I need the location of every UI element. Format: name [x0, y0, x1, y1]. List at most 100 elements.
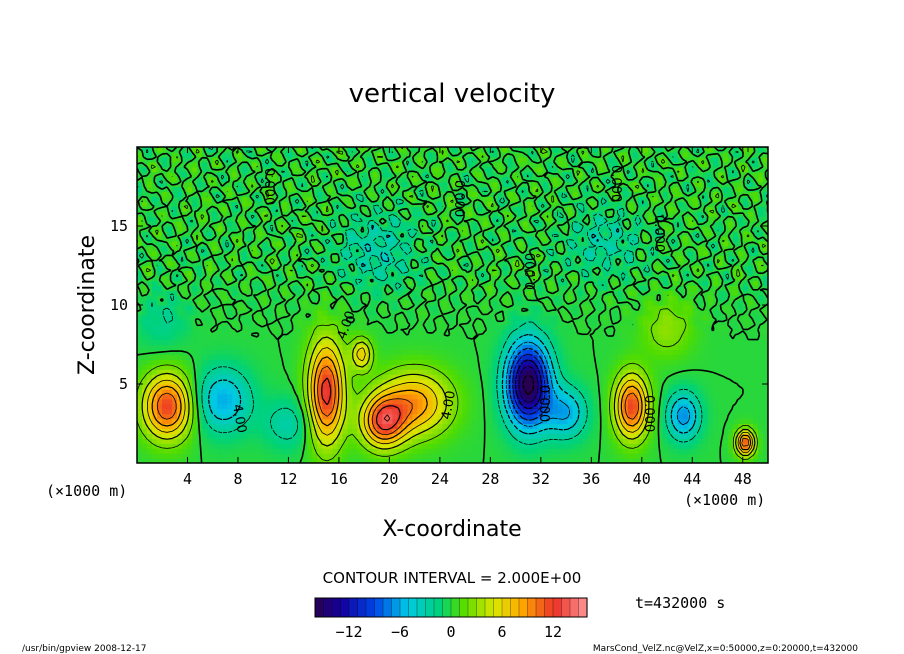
- field-cell: [712, 453, 719, 459]
- field-cell: [292, 339, 298, 346]
- field-cell: [602, 270, 609, 276]
- field-cell: [732, 329, 739, 336]
- field-cell: [552, 379, 559, 385]
- field-cell: [737, 319, 744, 326]
- field-cell: [642, 324, 649, 331]
- field-cell: [582, 334, 589, 341]
- field-cell: [572, 339, 579, 346]
- field-cell: [297, 413, 303, 420]
- field-cell: [572, 423, 579, 430]
- field-cell: [157, 309, 163, 316]
- field-cell: [317, 369, 323, 375]
- field-cell: [602, 413, 609, 420]
- field-cell: [762, 295, 768, 301]
- field-cell: [282, 364, 288, 370]
- field-cell: [282, 384, 288, 390]
- field-cell: [472, 265, 479, 272]
- field-cell: [172, 354, 178, 360]
- field-cell: [407, 314, 414, 321]
- field-cell: [572, 374, 579, 380]
- field-cell: [307, 334, 313, 341]
- field-cell: [367, 438, 373, 444]
- field-cell: [512, 428, 519, 434]
- field-cell: [322, 290, 328, 296]
- field-cell: [382, 408, 388, 415]
- field-cell: [622, 309, 629, 316]
- field-cell: [712, 413, 719, 420]
- field-cell: [377, 349, 383, 355]
- field-cell: [357, 359, 363, 365]
- field-cell: [372, 418, 378, 425]
- field-cell: [662, 428, 669, 434]
- field-cell: [477, 319, 484, 326]
- field-cell: [732, 433, 739, 439]
- field-cell: [622, 428, 629, 434]
- field-cell: [267, 309, 273, 316]
- field-cell: [292, 369, 298, 375]
- field-cell: [147, 443, 153, 449]
- field-cell: [647, 453, 654, 459]
- field-cell: [357, 334, 363, 341]
- field-cell: [617, 334, 624, 341]
- field-cell: [582, 319, 589, 326]
- field-cell: [417, 453, 424, 459]
- field-cell: [187, 314, 193, 321]
- field-cell: [612, 453, 619, 459]
- field-cell: [677, 354, 684, 360]
- field-cell: [607, 285, 614, 291]
- field-cell: [332, 265, 338, 272]
- field-cell: [182, 305, 188, 311]
- field-cell: [297, 423, 303, 430]
- field-cell: [292, 428, 298, 434]
- field-cell: [632, 388, 639, 395]
- field-cell: [287, 438, 293, 444]
- field-cell: [152, 453, 158, 459]
- field-cell: [327, 428, 333, 434]
- field-cell: [202, 300, 208, 306]
- field-cell: [582, 428, 589, 434]
- field-cell: [342, 384, 348, 390]
- field-cell: [757, 384, 764, 390]
- field-cell: [212, 384, 218, 390]
- field-cell: [372, 329, 378, 336]
- field-cell: [597, 369, 604, 375]
- field-cell: [492, 438, 499, 444]
- field-cell: [532, 265, 539, 272]
- field-cell: [652, 388, 659, 395]
- field-cell: [192, 448, 198, 454]
- field-cell: [547, 295, 554, 301]
- field-cell: [522, 319, 529, 326]
- field-cell: [612, 314, 619, 321]
- field-cell: [522, 265, 529, 272]
- field-cell: [502, 344, 509, 351]
- field-cell: [202, 458, 208, 463]
- field-cell: [142, 334, 148, 341]
- field-cell: [277, 374, 283, 380]
- field-cell: [237, 354, 243, 360]
- field-cell: [567, 329, 574, 336]
- field-cell: [232, 393, 238, 400]
- field-cell: [692, 448, 699, 454]
- field-cell: [707, 379, 714, 385]
- field-cell: [732, 300, 739, 306]
- field-cell: [747, 270, 754, 276]
- field-cell: [337, 305, 343, 311]
- field-cell: [352, 305, 358, 311]
- field-cell: [202, 384, 208, 390]
- field-cell: [142, 270, 148, 276]
- field-cell: [272, 275, 278, 281]
- field-cell: [317, 290, 323, 296]
- field-cell: [422, 438, 429, 444]
- field-cell: [582, 344, 589, 351]
- field-cell: [412, 448, 419, 454]
- field-cell: [657, 438, 664, 444]
- field-cell: [637, 448, 644, 454]
- field-cell: [582, 329, 589, 336]
- field-cell: [187, 364, 193, 370]
- field-cell: [212, 453, 218, 459]
- field-cell: [762, 309, 768, 316]
- field-cell: [612, 443, 619, 449]
- field-cell: [732, 369, 739, 375]
- field-cell: [487, 413, 494, 420]
- field-cell: [352, 379, 358, 385]
